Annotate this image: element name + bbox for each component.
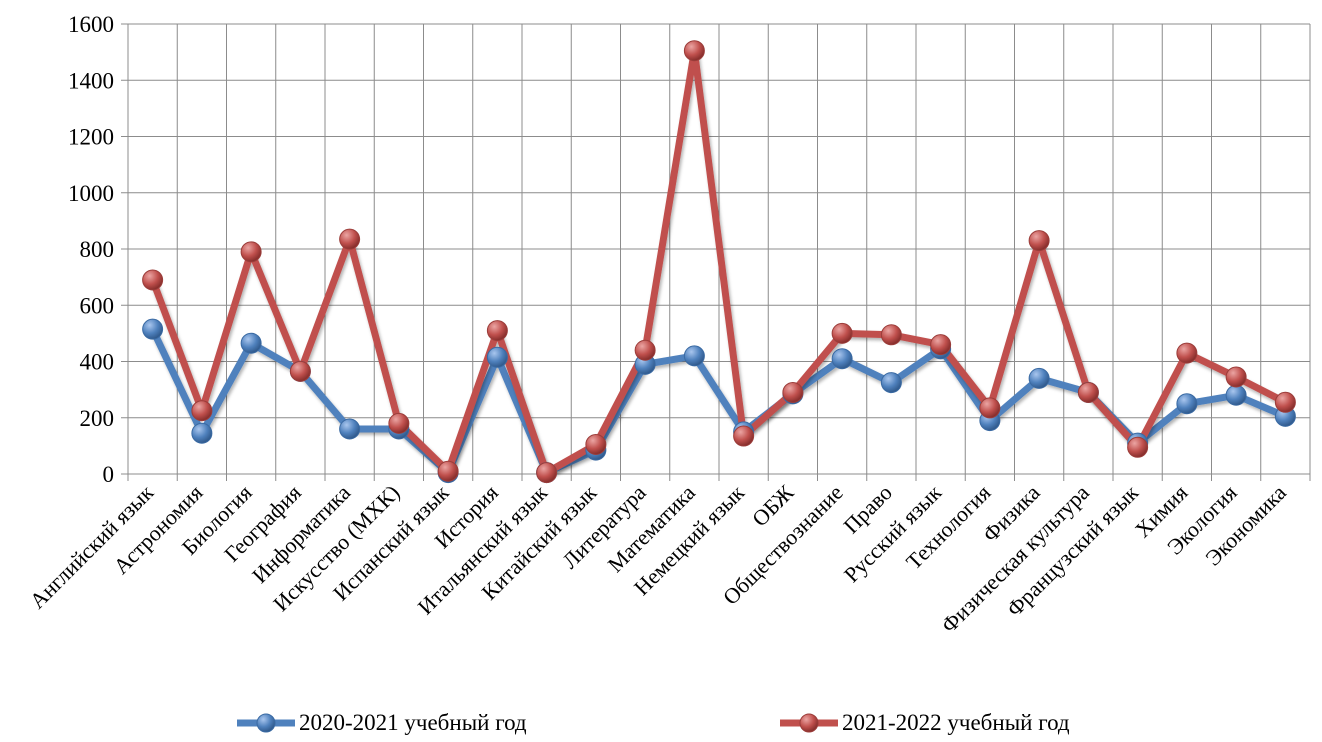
data-point-series-1[interactable] — [1176, 393, 1198, 415]
data-point-series-2[interactable] — [880, 324, 902, 346]
data-point-series-2[interactable] — [1028, 230, 1050, 252]
line-chart: 0 200 400 600 800 1000 1200 1400 1600 Английский… — [25, 12, 1311, 638]
data-point-series-1[interactable] — [880, 372, 902, 394]
series-layer — [142, 40, 1296, 484]
data-point-series-2[interactable] — [782, 381, 804, 403]
legend-swatch-series-2 — [780, 713, 838, 733]
data-point-series-2[interactable] — [1127, 436, 1149, 458]
data-point-series-2[interactable] — [1274, 391, 1296, 413]
axes — [121, 23, 1311, 481]
y-tick-label: 200 — [80, 406, 115, 431]
data-point-series-2[interactable] — [1176, 342, 1198, 364]
data-point-series-1[interactable] — [1028, 367, 1050, 389]
data-point-series-1[interactable] — [240, 332, 262, 354]
legend-label-series-1: 2020-2021 учебный год — [299, 710, 527, 735]
legend: 2020-2021 учебный год 2021-2022 учебный … — [0, 708, 1322, 738]
data-point-series-1[interactable] — [683, 345, 705, 367]
data-point-series-2[interactable] — [191, 400, 213, 422]
y-tick-label: 1600 — [68, 12, 114, 37]
data-point-series-2[interactable] — [339, 228, 361, 250]
legend-swatch-series-1 — [237, 713, 295, 733]
data-point-series-2[interactable] — [979, 397, 1001, 419]
y-tick-label: 400 — [80, 350, 115, 375]
data-point-series-2[interactable] — [536, 462, 558, 484]
data-point-series-2[interactable] — [930, 334, 952, 356]
data-point-series-2[interactable] — [142, 269, 164, 291]
y-tick-label: 1000 — [68, 181, 114, 206]
data-point-series-2[interactable] — [388, 412, 410, 434]
y-tick-label: 1200 — [68, 125, 114, 150]
x-tick-labels: Английский языкАстрономияБиологияГеограф… — [25, 480, 1291, 638]
y-tick-label: 800 — [80, 237, 115, 262]
data-point-series-1[interactable] — [339, 418, 361, 440]
data-point-series-2[interactable] — [634, 339, 656, 361]
data-point-series-2[interactable] — [240, 241, 262, 263]
data-point-series-2[interactable] — [585, 433, 607, 455]
series-line-2 — [149, 47, 1289, 477]
data-point-series-1[interactable] — [191, 422, 213, 444]
data-point-series-2[interactable] — [831, 322, 853, 344]
data-point-series-1[interactable] — [142, 318, 164, 340]
data-point-series-2[interactable] — [683, 40, 705, 62]
data-point-series-2[interactable] — [289, 360, 311, 382]
y-tick-label: 0 — [103, 462, 115, 487]
legend-label-series-2: 2021-2022 учебный год — [842, 710, 1070, 735]
y-tick-label: 1400 — [68, 68, 114, 93]
data-point-series-2[interactable] — [1225, 366, 1247, 388]
data-point-series-1[interactable] — [831, 348, 853, 370]
data-point-series-2[interactable] — [1077, 381, 1099, 403]
y-tick-labels: 0 200 400 600 800 1000 1200 1400 1600 — [68, 12, 114, 487]
data-point-series-2[interactable] — [437, 460, 459, 482]
y-tick-label: 600 — [80, 293, 115, 318]
legend-item-series-1[interactable]: 2020-2021 учебный год — [235, 708, 527, 738]
data-point-series-2[interactable] — [733, 425, 755, 447]
data-point-series-1[interactable] — [486, 346, 508, 368]
data-point-series-1[interactable] — [1225, 384, 1247, 406]
legend-item-series-2[interactable]: 2021-2022 учебный год — [778, 708, 1070, 738]
data-point-series-2[interactable] — [486, 320, 508, 342]
